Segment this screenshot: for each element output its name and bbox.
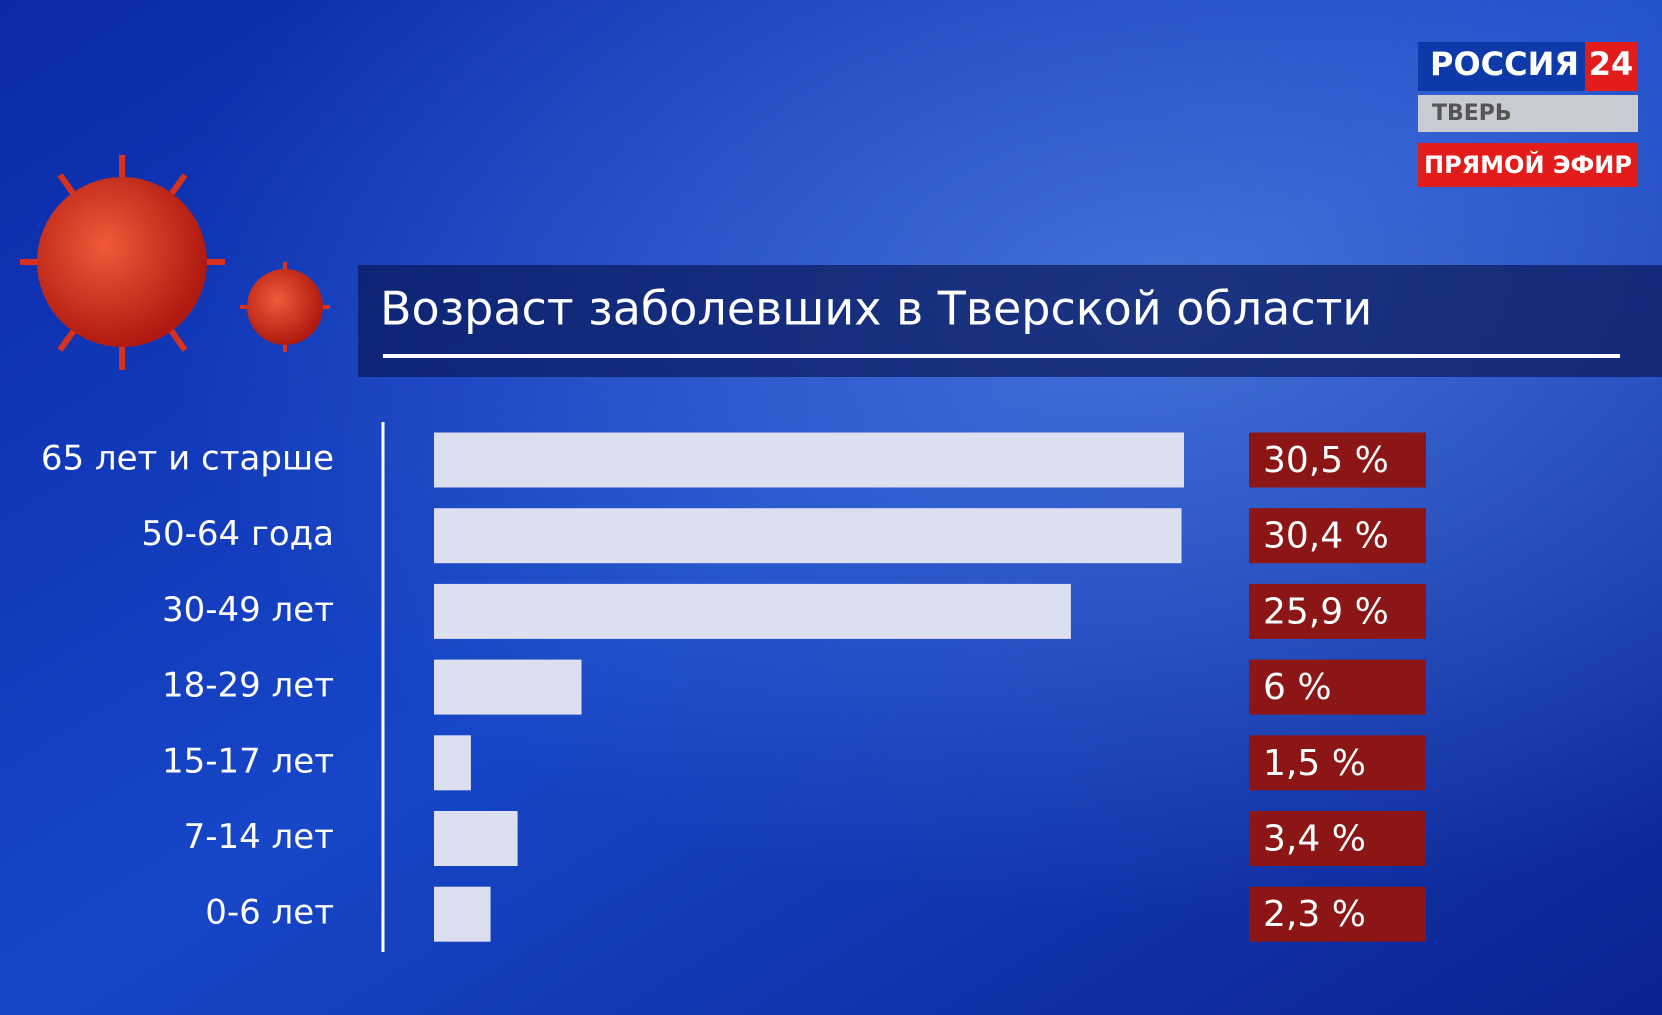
value-label-box	[1249, 886, 1426, 942]
value-label: 2,3 %	[1263, 894, 1366, 935]
value-label-box	[1249, 659, 1426, 715]
value-label: 3,4 %	[1263, 819, 1366, 860]
logo-city: ТВЕРЬ	[1432, 101, 1512, 126]
bar	[434, 735, 471, 791]
title-band	[358, 265, 1662, 377]
logo-live-box	[1418, 143, 1638, 187]
bar	[434, 886, 491, 942]
category-label: 18-29 лет	[162, 666, 334, 706]
logo-number: 24	[1589, 45, 1634, 83]
logo-city-box	[1418, 95, 1638, 132]
bar	[434, 508, 1182, 564]
value-label-box	[1249, 432, 1426, 488]
logo-live: ПРЯМОЙ ЭФИР	[1424, 150, 1632, 179]
value-label-box	[1249, 735, 1426, 791]
category-label: 30-49 лет	[162, 590, 334, 630]
logo: РОССИЯ 24 ТВЕРЬ ПРЯМОЙ ЭФИР	[1418, 42, 1638, 187]
logo-channel: РОССИЯ	[1430, 45, 1579, 83]
value-label: 1,5 %	[1263, 743, 1366, 784]
value-label: 6 %	[1263, 667, 1332, 708]
virus-small	[240, 262, 330, 352]
bar	[434, 811, 518, 866]
value-label: 25,9 %	[1263, 591, 1389, 632]
value-label: 30,5 %	[1263, 440, 1389, 481]
category-label: 15-17 лет	[162, 741, 334, 781]
category-label: 50-64 года	[141, 514, 334, 554]
value-label-box	[1249, 583, 1426, 639]
value-label-box	[1249, 811, 1426, 866]
logo-channel-box	[1418, 42, 1585, 91]
title-underline	[383, 354, 1620, 358]
virus-large	[20, 155, 225, 370]
value-label-box	[1249, 508, 1426, 564]
category-label: 65 лет и старше	[41, 439, 334, 479]
bar	[434, 432, 1184, 488]
value-label: 30,4 %	[1263, 516, 1389, 557]
bar	[434, 583, 1071, 639]
bar	[434, 659, 582, 715]
chart-title: Возраст заболевших в Тверской области	[380, 282, 1372, 336]
category-label: 0-6 лет	[205, 893, 334, 933]
category-label: 7-14 лет	[184, 817, 334, 857]
logo-number-box	[1585, 42, 1638, 91]
